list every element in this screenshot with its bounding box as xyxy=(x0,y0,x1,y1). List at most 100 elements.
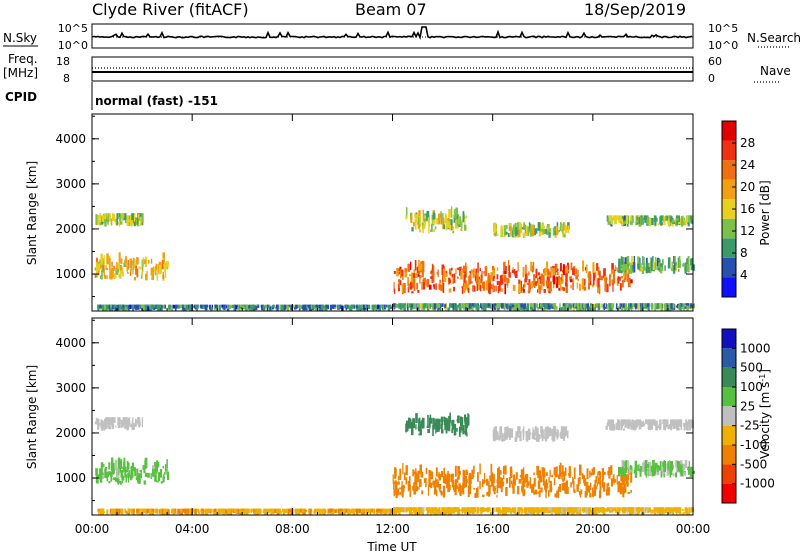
vel-echo-cell xyxy=(457,466,460,475)
xtick-label: 00:00 xyxy=(676,522,711,536)
vel-echo-cell xyxy=(135,420,139,423)
vel-echo-cell xyxy=(627,468,630,480)
vel-echo-cell xyxy=(546,482,549,489)
power-echo-cell xyxy=(526,303,529,311)
power-echo-cell xyxy=(504,228,507,236)
power-echo-cell xyxy=(684,262,687,274)
power-colorbar-label: Power [dB] xyxy=(758,180,772,245)
power-echo-cell xyxy=(637,256,640,267)
vel-echo-cell xyxy=(599,490,601,499)
vel-echo-cell xyxy=(366,508,368,514)
vel-echo-cell xyxy=(410,512,413,515)
vel-echo-cell xyxy=(645,463,648,472)
power-echo-cell xyxy=(389,304,392,308)
vel-echo-cell xyxy=(436,418,439,431)
power-echo-cell xyxy=(308,304,311,309)
power-echo-cell xyxy=(131,220,134,226)
vel-echo-cell xyxy=(664,509,668,512)
power-echo-cell xyxy=(524,233,526,238)
vel-echo-cell xyxy=(394,483,397,496)
power-echo-cell xyxy=(596,263,599,271)
xaxis-label: Time UT xyxy=(366,540,417,554)
power-echo-cell xyxy=(426,280,429,286)
vel-echo-cell xyxy=(496,484,499,494)
power-echo-cell xyxy=(556,226,559,236)
vel-echo-cell xyxy=(555,511,558,513)
power-echo-cell xyxy=(662,259,664,265)
vel-echo-cell xyxy=(461,510,464,514)
power-echo-cell xyxy=(120,213,122,224)
power-echo-cell xyxy=(512,284,516,291)
vel-echo-cell xyxy=(167,471,170,480)
power-echo-cell xyxy=(592,304,595,307)
vel-echo-cell xyxy=(547,426,549,435)
power-echo-cell xyxy=(464,224,467,231)
power-echo-cell xyxy=(353,304,356,309)
power-echo-cell xyxy=(654,262,657,270)
vel-echo-cell xyxy=(398,507,402,511)
power-echo-cell xyxy=(231,304,234,308)
vel-echo-cell xyxy=(552,435,556,442)
vel-echo-cell xyxy=(501,507,504,514)
vel-echo-cell xyxy=(575,507,578,512)
power-echo-cell xyxy=(262,305,265,311)
power-echo-cell xyxy=(242,306,245,309)
power-echo-cell xyxy=(140,274,143,279)
vel-echo-cell xyxy=(437,482,439,486)
power-echo-cell xyxy=(581,278,585,290)
power-echo-cell xyxy=(546,303,550,310)
vel-echo-cell xyxy=(634,471,638,478)
vel-echo-cell xyxy=(284,509,287,514)
vel-echo-cell xyxy=(98,509,100,515)
power-echo-cell xyxy=(437,303,440,308)
power-echo-cell xyxy=(502,270,506,275)
vel-echo-cell xyxy=(661,467,665,477)
vel-echo-cell xyxy=(436,508,440,515)
vel-echo-cell xyxy=(520,480,522,484)
power-echo-cell xyxy=(161,305,163,308)
vel-echo-cell xyxy=(133,425,135,429)
power-echo-cell xyxy=(476,280,478,292)
power-echo-cell xyxy=(544,303,547,310)
vel-echo-cell xyxy=(94,421,97,425)
vel-echo-cell xyxy=(152,468,155,477)
power-echo-cell xyxy=(397,268,401,272)
power-echo-cell xyxy=(422,225,424,234)
power-echo-cell xyxy=(530,224,532,232)
power-echo-cell xyxy=(572,278,574,290)
vel-echo-cell xyxy=(627,461,630,468)
vel-echo-cell xyxy=(443,467,446,476)
power-echo-cell xyxy=(290,304,293,310)
power-echo-cell xyxy=(127,260,129,270)
vel-echo-cell xyxy=(685,421,687,431)
power-echo-cell xyxy=(112,213,115,221)
vel-echo-cell xyxy=(518,478,521,484)
vel-echo-cell xyxy=(508,428,512,437)
power-echo-cell xyxy=(462,211,465,223)
power-echo-cell xyxy=(513,303,517,311)
vel-echo-cell xyxy=(501,510,503,513)
power-echo-cell xyxy=(678,305,680,310)
power-echo-cell xyxy=(149,304,151,310)
vel-echo-cell xyxy=(451,507,454,514)
power-echo-cell xyxy=(482,281,486,291)
vel-echo-cell xyxy=(459,485,462,497)
power-echo-cell xyxy=(233,304,236,311)
power-echo-cell xyxy=(683,263,686,268)
power-echo-cell xyxy=(575,275,578,280)
power-echo-cell xyxy=(634,303,638,309)
power-echo-cell xyxy=(140,216,142,226)
vel-echo-cell xyxy=(435,489,438,494)
power-echo-cell xyxy=(501,274,504,280)
vel-echo-cell xyxy=(559,484,562,492)
vel-echo-cell xyxy=(503,474,505,480)
power-echo-cell xyxy=(677,303,679,309)
power-echo-cell xyxy=(528,222,531,232)
vel-echo-cell xyxy=(610,465,613,475)
power-echo-cell xyxy=(553,303,557,309)
vel-echo-cell xyxy=(654,465,657,475)
vel-echo-cell xyxy=(227,511,230,515)
vel-echo-cell xyxy=(630,507,633,511)
power-echo-cell xyxy=(414,303,417,309)
date-title: 18/Sep/2019 xyxy=(584,0,686,19)
